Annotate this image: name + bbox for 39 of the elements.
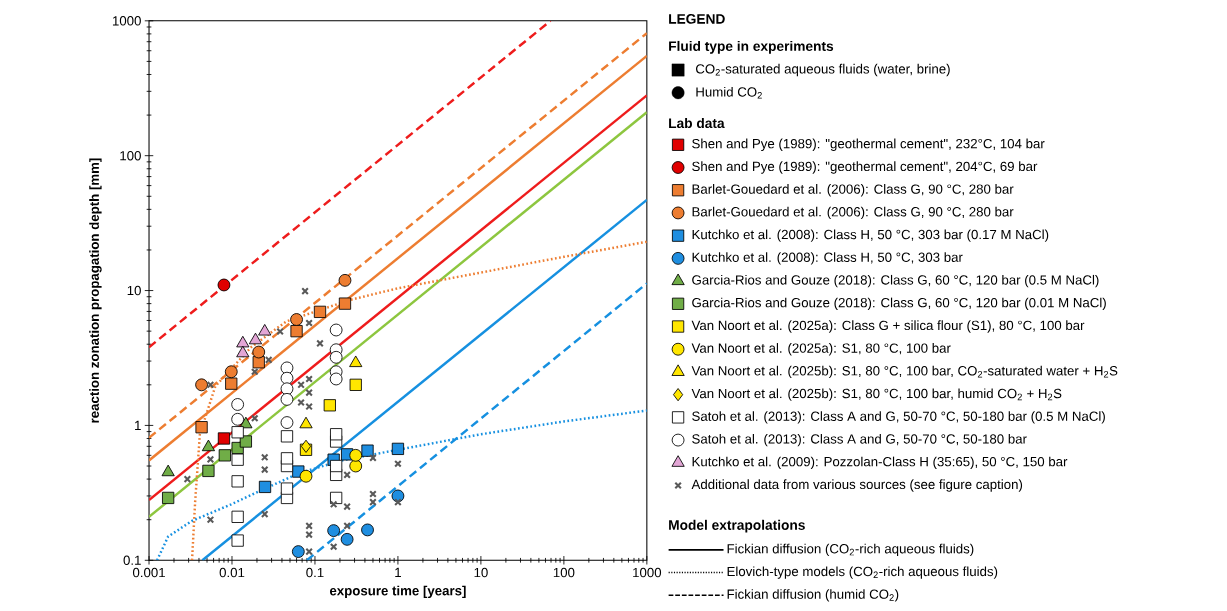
text: Fickian diffusion (humid CO$_{2}$) <box>727 588 899 602</box>
y-tick-label: 100 <box>120 150 141 161</box>
legend-label: Van Noort et al. (2025b): S1, 80 °C, 100 bar, humid CO$_{2}$ + H$_{2}$S <box>691 388 1062 401</box>
y-tick-label: 1000 <box>112 15 141 26</box>
legend-label: Van Noort et al. (2025a): S1, 80 °C, 100 bar <box>691 342 951 356</box>
text: Humid CO$_{2}$ <box>696 86 762 99</box>
text: CO$_{2}$-saturated aqueous fluids (water, brine) <box>695 63 950 77</box>
text: Fluid type in experiments <box>669 40 834 54</box>
legend-label: Shen and Pye (1989): "geothermal cement", 232°C, 104 bar <box>692 138 1045 151</box>
x-axis-title: exposure time [years] <box>329 585 466 598</box>
text: Model extrapolations <box>669 519 805 533</box>
legend-label: Kutchko et al. (2008): Class H, 50 °C, 303 bar (0.17 M NaCl) <box>692 229 1049 242</box>
y-tick-label: 1 <box>135 420 141 430</box>
x-tick-label: 0.001 <box>132 567 165 578</box>
x-tick-label: 0.1 <box>306 567 324 578</box>
legend-label: Barlet-Gouedard et al. (2006): Class G, 90 °C, 280 bar <box>692 183 1014 197</box>
legend-label: Shen and Pye (1989): "geothermal cement", 204°C, 69 bar <box>692 161 1038 174</box>
text: Fickian diffusion (CO$_{2}$-rich aqueous fluids) <box>727 543 974 556</box>
x-tick-label: 1000 <box>633 567 662 578</box>
y-tick-label: 0.1 <box>123 555 141 565</box>
x-tick-label: 0.01 <box>219 567 245 578</box>
x-tick-label: 10 <box>474 567 488 578</box>
legend-label: Kutchko et al. (2008): Class H, 50 °C, 303 bar <box>692 252 963 265</box>
legend-label: Van Noort et al. (2025b): S1, 80 °C, 100 bar, CO$_{2}$-saturated water + H$_{2}$S <box>691 365 1118 378</box>
legend-label: Additional data from various sources (see figure caption) <box>691 479 1023 492</box>
legend-label: Satoh et al. (2013): Class A and G, 50-70 °C, 50-180 bar (0.5 M NaCl) <box>692 411 1105 424</box>
x-tick-label: 100 <box>553 567 575 578</box>
legend-label: Garcia-Rios and Gouze (2018): Class G, 60 °C, 120 bar (0.01 M NaCl) <box>692 297 1106 310</box>
legend-label: Kutchko et al. (2009): Pozzolan-Class H (35:65), 50 °C, 150 bar <box>692 456 1068 469</box>
legend-label: Barlet-Gouedard et al. (2006): Class G, 90 °C, 280 bar <box>692 206 1014 219</box>
legend-title: LEGEND <box>669 13 725 24</box>
y-tick-label: 10 <box>127 285 141 296</box>
text: Lab data <box>669 117 725 128</box>
legend-label: Satoh et al. (2013): Class A and G, 50-70 °C, 50-180 bar <box>692 433 1027 447</box>
x-tick-label: 1 <box>395 567 401 577</box>
legend-label: Garcia-Rios and Gouze (2018): Class G, 60 °C, 120 bar (0.5 M NaCl) <box>692 274 1099 288</box>
legend-label: Van Noort et al. (2025a): Class G + silica flour (S1), 80 °C, 100 bar <box>691 320 1085 333</box>
text: Elovich-type models (CO$_{2}$-rich aqueous fluids) <box>727 566 998 579</box>
y-axis-title: reaction zonation propagation depth [mm] <box>89 158 102 423</box>
